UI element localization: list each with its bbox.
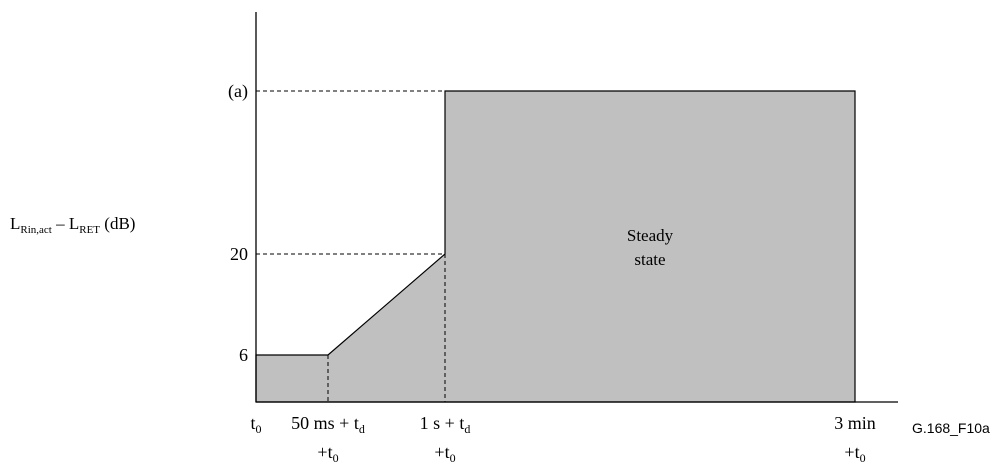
x-tick-label-t3min-line2: +t0​: [844, 442, 865, 465]
guide-lines: [256, 90, 446, 402]
x-tick-label-t50-line2: +t0​: [317, 442, 338, 465]
y-tick-label-1: 20: [230, 244, 248, 264]
y-axis-label: LRin,act​ – LRET​ (dB): [10, 214, 135, 236]
chart-area-layer: [255, 90, 856, 403]
steady-state-annotation: Steady state: [627, 226, 674, 269]
x-tick-label-t50: 50 ms + td​: [291, 413, 365, 436]
x-tick-label-t3min: 3 min: [834, 413, 876, 433]
tolerance-envelope-area: [255, 90, 856, 403]
figure-id-label: G.168_F10a: [912, 420, 990, 436]
chart-axes: [255, 12, 898, 403]
x-tick-label-t1s-line2: +t0​: [434, 442, 455, 465]
y-tick-label-2: (a): [228, 81, 248, 102]
x-tick-label-t1s: 1 s + td​: [420, 413, 471, 436]
x-tick-label-t0: t0​: [250, 413, 261, 436]
y-tick-label-0: 6: [239, 345, 248, 365]
